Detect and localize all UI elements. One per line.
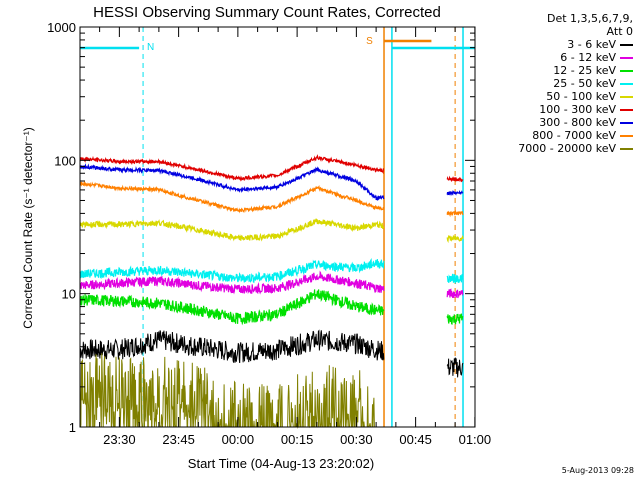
legend-label: 3 - 6 keV (567, 38, 616, 51)
series-line-4 (79, 218, 385, 242)
x-tick-label: 23:45 (162, 432, 195, 447)
series-line-8 (79, 353, 376, 429)
series-line-5 (446, 175, 464, 183)
x-axis-label: Start Time (04-Aug-13 23:20:02) (188, 456, 374, 471)
series-line-3 (446, 273, 464, 285)
x-tick-label: 00:15 (281, 432, 314, 447)
legend-label: 25 - 50 keV (553, 77, 616, 90)
y-tick-label: 1 (69, 420, 76, 435)
legend-item: 7000 - 20000 keV (488, 142, 633, 155)
y-tick-label: 1000 (47, 20, 76, 35)
series-line-7 (79, 180, 385, 214)
series-line-3 (79, 257, 385, 284)
legend-swatch (620, 43, 633, 46)
legend-label: 50 - 100 keV (546, 90, 616, 103)
y-tick-label: 100 (54, 153, 76, 168)
legend-item: 12 - 25 keV (488, 64, 633, 77)
y-tick-label: 10 (62, 287, 76, 302)
legend-swatch (620, 147, 633, 150)
legend-item: 300 - 800 keV (488, 116, 633, 129)
legend-swatch (620, 108, 633, 111)
legend-label: 7000 - 20000 keV (518, 142, 616, 155)
legend-label: 300 - 800 keV (539, 116, 616, 129)
series-line-7 (446, 209, 464, 218)
legend-detectors: Det 1,3,5,6,7,9, (546, 12, 633, 25)
x-tick-label: 00:30 (340, 432, 373, 447)
legend-label: 12 - 25 keV (553, 64, 616, 77)
x-tick-label: 01:00 (459, 432, 492, 447)
series-line-1 (79, 270, 385, 295)
legend-swatch (620, 134, 633, 137)
x-tick-label: 00:45 (399, 432, 432, 447)
legend-label: 6 - 12 keV (560, 51, 616, 64)
x-tick-label: 00:00 (222, 432, 255, 447)
legend-label: 100 - 300 keV (539, 103, 616, 116)
y-axis-label: Corrected Count Rate (s⁻¹ detector⁻¹) (21, 127, 35, 328)
series-line-0 (79, 329, 385, 364)
generated-date: 5-Aug-2013 09:28 (561, 466, 634, 475)
series-line-6 (79, 163, 385, 202)
legend-item: 6 - 12 keV (488, 51, 633, 64)
legend-item: 3 - 6 keV (488, 38, 633, 51)
series-line-5 (79, 154, 385, 182)
legend-swatch (620, 121, 633, 124)
legend-swatch (620, 95, 633, 98)
legend: Det 1,3,5,6,7,9, Att 0 3 - 6 keV 6 - 12 k… (488, 12, 633, 155)
x-tick-label: 23:30 (103, 432, 136, 447)
legend-swatch (620, 82, 633, 85)
legend-label: 800 - 7000 keV (532, 129, 616, 142)
saa-marker-label: S (366, 36, 373, 47)
series-line-4 (446, 234, 464, 244)
legend-item: 100 - 300 keV (488, 103, 633, 116)
legend-attenuator: Att 0 (606, 25, 633, 38)
legend-item: 800 - 7000 keV (488, 129, 633, 142)
series-line-2 (80, 289, 385, 326)
legend-swatch (620, 56, 633, 59)
plot-frame (79, 26, 476, 428)
legend-swatch (620, 69, 633, 72)
series-line-2 (446, 313, 464, 325)
chart-title: HESSI Observing Summary Count Rates, Cor… (93, 4, 441, 21)
legend-item: 50 - 100 keV (488, 90, 633, 103)
series-line-0 (446, 357, 464, 378)
legend-item: 25 - 50 keV (488, 77, 633, 90)
night-marker-label: N (147, 42, 154, 53)
series-line-6 (446, 190, 464, 197)
series-line-1 (446, 288, 464, 299)
